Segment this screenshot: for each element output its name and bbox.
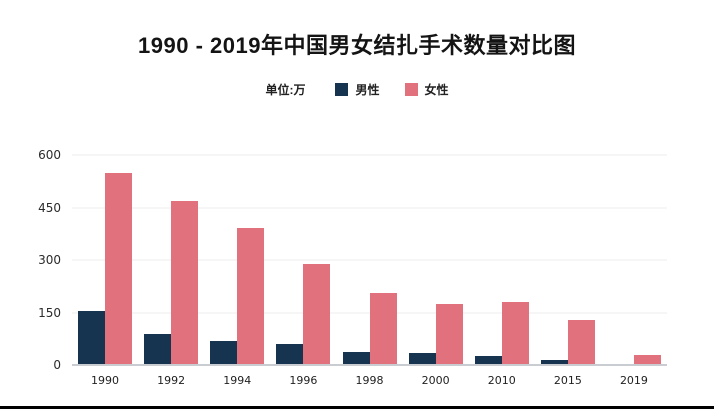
bar-男性-1990 [78,311,106,365]
bar-group-1996: 1996 [276,155,331,387]
x-tick-label: 2000 [421,374,450,387]
x-axis-line [72,364,667,366]
plot-area: 0 150 300 450 600 1990 1992 1994 1996 1998 2000 201… [38,148,667,387]
legend-swatch [404,83,418,96]
y-tick-label: 0 [53,358,61,372]
x-tick-label: 2019 [619,374,648,387]
legend-item-女性: 女性 [404,81,449,98]
gridline [72,154,667,156]
bar-男性-2000 [408,353,436,365]
x-tick-label: 1990 [91,374,120,387]
legend-label: 男性 [355,83,380,97]
legend-items: 男性 女性 [335,81,449,98]
x-tick-label: 1996 [289,374,318,387]
bar-女性-2019 [633,355,661,365]
x-tick-label: 1994 [223,374,252,387]
chart-title: 1990 - 2019年中国男女结扎手术数量对比图 [138,33,576,58]
bar-男性-1996 [276,344,304,365]
bar-男性-1992 [144,333,172,365]
unit-label: 单位:万 [265,83,306,97]
bottom-border-line [0,406,714,409]
bar-男性-2010 [474,356,502,365]
bar-女性-2010 [501,302,529,365]
y-tick-label: 150 [38,305,61,320]
x-tick-label: 1992 [157,374,186,387]
bar-group-1992: 1992 [144,155,199,387]
legend-swatch [335,83,349,96]
bar-男性-2015 [540,359,568,365]
y-tick-label: 600 [38,148,61,162]
gridline [72,259,667,261]
bar-group-1998: 1998 [342,155,397,387]
bar-女性-1994 [237,227,265,365]
legend: 单位:万 男性 女性 [0,81,714,98]
bar-女性-1998 [369,292,397,365]
bar-女性-1990 [105,173,133,365]
bar-group-1990: 1990 [78,155,133,387]
x-tick-label: 2015 [553,374,582,387]
bar-女性-2000 [435,303,463,365]
bar-group-2000: 2000 [408,155,463,387]
bar-女性-2015 [567,319,595,365]
bar-男性-1994 [210,340,238,365]
bar-女性-1996 [303,263,331,365]
bar-group-2010: 2010 [474,155,529,387]
y-tick-label: 450 [38,200,61,215]
x-tick-label: 2010 [487,374,516,387]
bar-group-1994: 1994 [210,155,265,387]
bar-男性-1998 [342,352,370,365]
legend-item-男性: 男性 [335,81,380,98]
bar-group-2015: 2015 [540,155,595,387]
y-tick-label: 300 [38,253,61,267]
legend-label: 女性 [424,83,449,97]
gridline [72,207,667,208]
bar-group-2019: 2019 [606,155,661,387]
x-tick-label: 1998 [355,374,384,387]
bar-女性-1992 [171,200,199,365]
